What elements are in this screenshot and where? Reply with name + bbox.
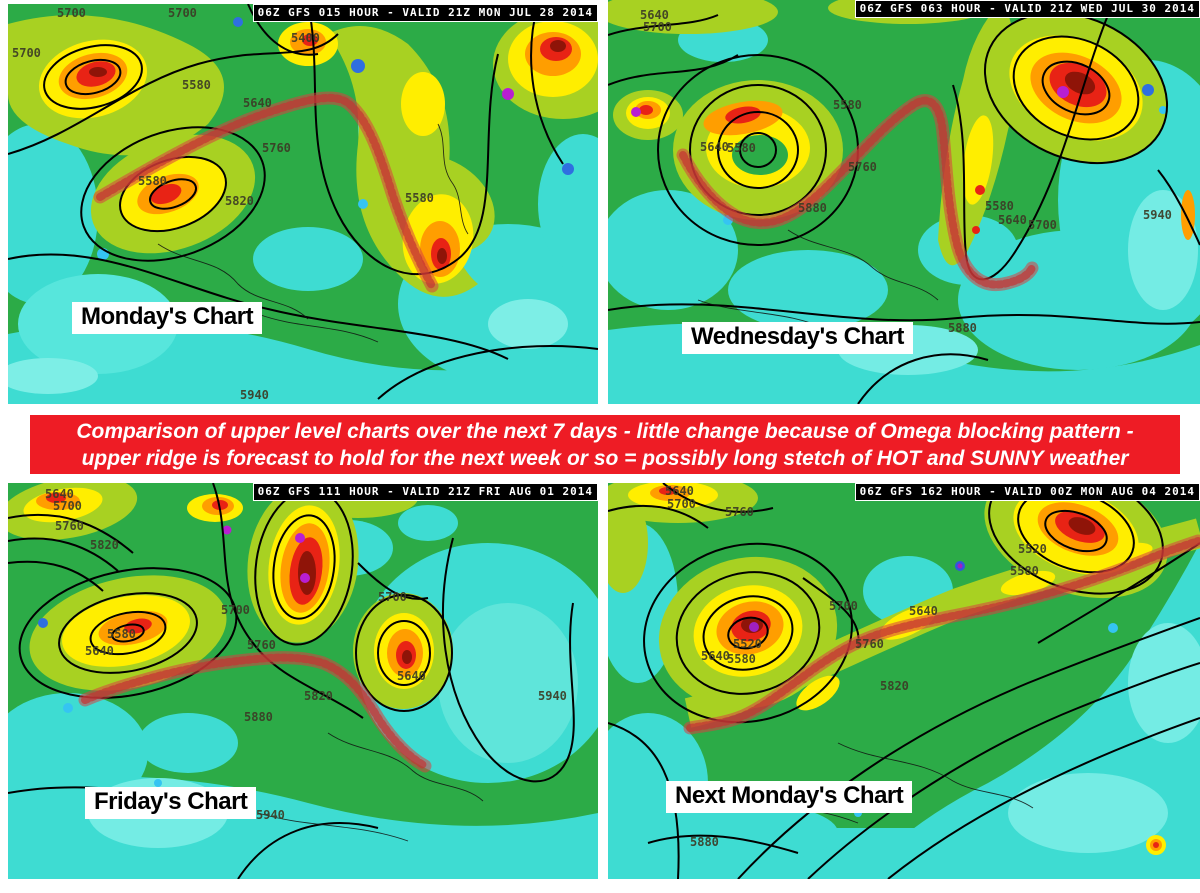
forecast-panel-next-monday: 06Z GFS 162 HOUR - VALID 00Z MON AUG 04 … [608,483,1200,879]
banner-line-1: Comparison of upper level charts over th… [76,419,1134,443]
map-title-monday: 06Z GFS 015 HOUR - VALID 21Z MON JUL 28 … [252,4,598,22]
weather-map-art [608,0,1200,404]
day-label-friday: Friday's Chart [85,787,257,819]
weather-map-art [608,483,1200,879]
day-label-wednesday: Wednesday's Chart [682,322,913,354]
day-label-monday: Monday's Chart [72,302,263,334]
forecast-panel-wednesday: 06Z GFS 063 HOUR - VALID 21Z WED JUL 30 … [608,0,1200,404]
banner-line-2: upper ridge is forecast to hold for the … [81,446,1129,470]
map-title-wednesday: 06Z GFS 063 HOUR - VALID 21Z WED JUL 30 … [854,0,1200,18]
map-title-next-monday: 06Z GFS 162 HOUR - VALID 00Z MON AUG 04 … [854,483,1200,501]
forecast-panel-friday: 06Z GFS 111 HOUR - VALID 21Z FRI AUG 01 … [8,483,598,879]
map-title-friday: 06Z GFS 111 HOUR - VALID 21Z FRI AUG 01 … [252,483,598,501]
day-label-next-monday: Next Monday's Chart [666,781,913,813]
comparison-banner: Comparison of upper level charts over th… [30,415,1180,474]
weather-map-art [8,483,598,879]
forecast-panel-monday: 06Z GFS 015 HOUR - VALID 21Z MON JUL 28 … [8,4,598,404]
weather-map-art [8,4,598,404]
